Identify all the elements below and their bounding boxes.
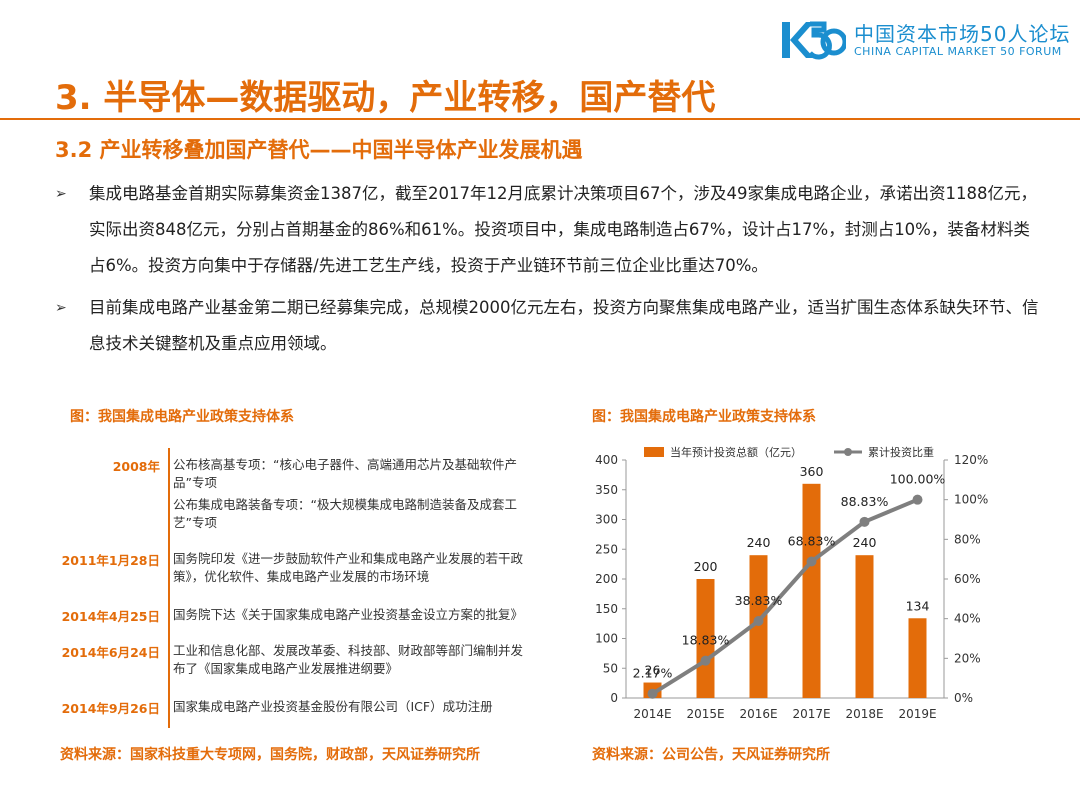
y2-tick-label: 20% [954,651,981,665]
y2-tick-label: 100% [954,493,988,507]
y2-tick-label: 40% [954,612,981,626]
y-tick-label: 150 [595,602,618,616]
line-point [912,494,923,505]
logo-chinese-text: 中国资本市场50人论坛 [854,22,1071,46]
y2-tick-label: 0% [954,691,973,705]
timeline-date: 2014年6月24日 [61,645,160,660]
timeline-text: 公布核高基专项：“核心电子器件、高端通用芯片及基础软件产品”专项 [173,457,517,490]
timeline-text: 国家集成电路产业投资基金股份有限公司（ICF）成功注册 [173,699,493,714]
timeline-text: 工业和信息化部、发展改革委、科技部、财政部等部门编制并发布了《国家集成电路产业发… [173,643,524,676]
x-tick-label: 2015E [686,707,724,721]
policy-timeline: 2008年 公布核高基专项：“核心电子器件、高端通用芯片及基础软件产品”专项 公… [60,440,540,730]
bar [696,579,715,698]
line-point [647,688,658,699]
section-subtitle: 3.2 产业转移叠加国产替代——中国半导体产业发展机遇 [55,138,583,162]
timeline-line [168,448,170,728]
x-tick-label: 2014E [633,707,671,721]
bar [802,483,821,698]
timeline-text: 公布集成电路装备专项：“极大规模集成电路制造装备及成套工艺”专项 [173,497,517,530]
legend-line-marker [844,448,852,456]
legend-bar-label: 当年预计投资总额（亿元） [670,445,802,459]
line-value-label: 68.83% [788,533,836,548]
bar-value-label: 360 [800,464,824,479]
line-value-label: 2.17% [633,666,673,681]
bullet-item: ➢ 目前集成电路产业基金第二期已经募集完成，总规模2000亿元左右，投资方向聚焦… [55,290,1045,362]
x-tick-label: 2016E [739,707,777,721]
y2-tick-label: 120% [954,453,988,467]
legend-bar-swatch [644,447,664,457]
line-value-label: 38.83% [735,593,783,608]
chart-figure-title: 图：我国集成电路产业政策支持体系 [592,409,816,425]
bar-value-label: 26 [645,663,661,678]
y-tick-label: 100 [595,632,618,646]
policy-figure-source: 资料来源：国家科技重大专项网，国务院，财政部，天风证券研究所 [60,747,480,763]
bar-value-label: 240 [853,535,877,550]
page-title: 3. 半导体—数据驱动，产业转移，国产替代 [55,78,716,118]
y-tick-label: 200 [595,572,618,586]
y-tick-label: 400 [595,453,618,467]
line-point [859,516,870,527]
x-tick-label: 2017E [792,707,830,721]
line-point [806,556,817,567]
bar-value-label: 240 [747,535,771,550]
policy-figure-title: 图：我国集成电路产业政策支持体系 [70,409,294,425]
x-tick-label: 2018E [845,707,883,721]
bar [908,618,927,698]
line-value-label: 18.83% [682,633,730,648]
bar [855,555,874,698]
bullet-item: ➢ 集成电路基金首期实际募集资金1387亿，截至2017年12月底累计决策项目6… [55,176,1045,284]
timeline-date: 2014年4月25日 [61,609,160,624]
title-divider [0,118,1080,120]
y-tick-label: 300 [595,513,618,527]
timeline-date: 2008年 [112,459,160,474]
timeline-date: 2014年9月26日 [61,701,160,716]
y-tick-label: 250 [595,542,618,556]
timeline-date: 2011年1月28日 [61,553,160,568]
y-tick-label: 0 [610,691,618,705]
investment-chart: 0 50 100 150 200 250 300 350 400 0% 20% 40% 60% 80% 10… [595,445,988,721]
bar-value-label: 134 [906,598,930,613]
logo-english-text: CHINA CAPITAL MARKET 50 FORUM [854,45,1062,58]
line-value-label: 100.00% [890,472,946,487]
arrow-bullet-icon: ➢ [55,186,67,202]
x-tick-label: 2019E [898,707,936,721]
timeline-text: 国务院印发《进一步鼓励软件产业和集成电路产业发展的若干政策》，优化软件、集成电路… [173,551,524,584]
k50-logo-icon [782,21,846,60]
y2-tick-label: 80% [954,532,981,546]
y2-tick-label: 60% [954,572,981,586]
line-value-label: 88.83% [841,494,889,509]
bullet-list: ➢ 集成电路基金首期实际募集资金1387亿，截至2017年12月底累计决策项目6… [55,176,1045,368]
cumulative-line [651,497,919,696]
bullet-text: 目前集成电路产业基金第二期已经募集完成，总规模2000亿元左右，投资方向聚焦集成… [89,298,1039,353]
arrow-bullet-icon: ➢ [55,300,67,316]
y-tick-label: 50 [603,661,618,675]
bar [749,555,768,698]
legend-line-label: 累计投资比重 [868,445,934,459]
timeline-text: 国务院下达《关于国家集成电路产业投资基金设立方案的批复》 [173,607,524,622]
line-point [753,615,764,626]
chart-figure-source: 资料来源：公司公告，天风证券研究所 [592,747,830,763]
forum-logo: 中国资本市场50人论坛 CHINA CAPITAL MARKET 50 FORU… [780,14,1070,64]
y-tick-label: 350 [595,483,618,497]
bullet-text: 集成电路基金首期实际募集资金1387亿，截至2017年12月底累计决策项目67个… [89,184,1037,275]
line-point [700,655,711,666]
bar-value-label: 200 [694,559,718,574]
